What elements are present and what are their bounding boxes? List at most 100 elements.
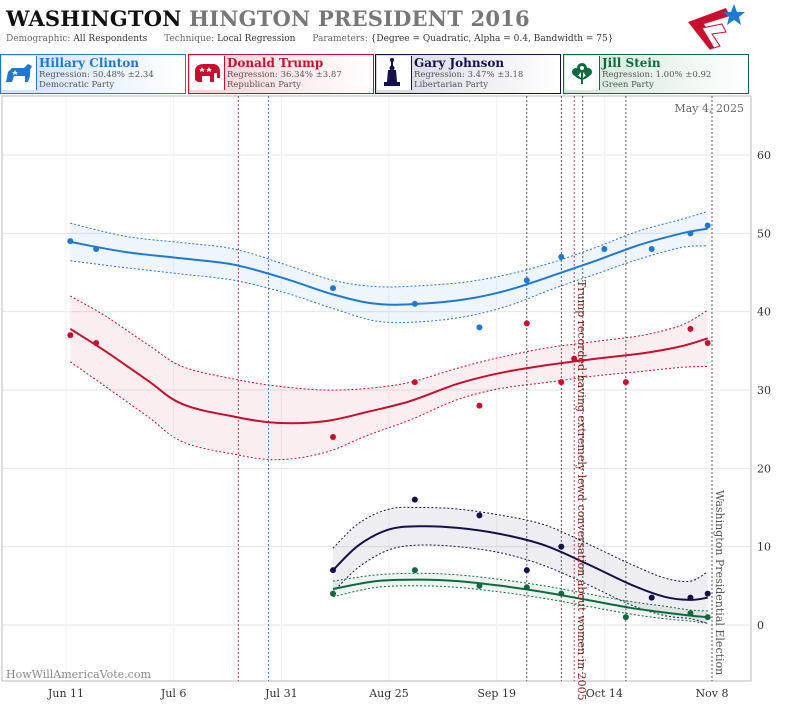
watermark: HowWillAmericaVote.com	[6, 668, 151, 681]
y-tick-label: 10	[757, 541, 771, 554]
y-tick-label: 20	[757, 462, 771, 475]
technique-value: Local Regression	[217, 34, 296, 44]
candidate-legend: Hillary Clinton Regression: 50.48% ±2.34…	[0, 54, 789, 94]
grid-lines	[2, 96, 751, 681]
poll-point	[704, 614, 711, 621]
poll-point	[523, 584, 530, 591]
poll-point	[67, 332, 74, 339]
poll-point	[330, 590, 337, 597]
poll-point	[93, 246, 100, 252]
trend-line	[70, 227, 708, 306]
poll-point	[687, 594, 694, 601]
annotation-label: Trump recorded having extremely lewd con…	[575, 280, 588, 701]
band-upper-line	[332, 572, 708, 612]
poll-point	[523, 277, 530, 284]
poll-point	[558, 379, 565, 386]
poll-point	[476, 582, 483, 589]
annotations: Trump recorded having extremely lewd con…	[575, 280, 726, 701]
poll-point	[330, 567, 337, 574]
poll-point	[687, 230, 694, 237]
poll-point	[476, 512, 483, 519]
y-tick-label: 40	[757, 306, 771, 319]
legend-item-johnson: Gary Johnson Regression: 3.47% ±3.18 Lib…	[375, 54, 561, 94]
poll-point	[704, 222, 711, 229]
x-tick-label: Oct 14	[586, 687, 623, 700]
parameters-label: Parameters:	[312, 34, 368, 44]
poll-point	[411, 379, 418, 386]
parameters-value: {Degree = Quadratic, Alpha = 0.4, Bandwi…	[370, 34, 614, 44]
page-title: WASHINGTON HINGTON PRESIDENT 2016	[6, 6, 530, 31]
poll-point	[622, 379, 629, 386]
band-lower-line	[332, 585, 708, 624]
candidate-party: Green Party	[602, 80, 654, 90]
band-upper-line	[332, 506, 708, 582]
candidate-party: Democratic Party	[39, 80, 115, 90]
demographic-label: Demographic:	[6, 34, 71, 44]
donkey-icon	[2, 56, 37, 90]
candidate-regression: Regression: 36.34% ±3.87	[227, 70, 342, 80]
trend-line	[332, 525, 708, 601]
x-tick-label: Jun 11	[47, 687, 84, 700]
trend-lines	[69, 227, 708, 619]
candidate-name: Jill Stein	[602, 56, 661, 70]
band-lower-line	[70, 245, 708, 324]
band-upper-line	[70, 210, 708, 288]
candidate-regression: Regression: 50.48% ±2.34	[39, 70, 154, 80]
poll-point	[411, 496, 418, 503]
y-tick-label: 50	[757, 227, 771, 240]
poll-point	[411, 300, 418, 307]
candidate-party: Libertarian Party	[414, 80, 489, 90]
poll-point	[330, 434, 337, 440]
poll-point	[704, 340, 711, 346]
trend-line	[69, 328, 708, 425]
title-rest: HINGTON PRESIDENT 2016	[189, 6, 530, 31]
plot-frame	[1, 95, 752, 682]
flower-icon	[565, 56, 600, 90]
star-logo-icon	[688, 4, 745, 50]
annotation-label: Washington Presidential Election	[713, 490, 726, 675]
poll-point	[601, 246, 608, 252]
poll-point	[411, 567, 418, 574]
candidate-regression: Regression: 1.00% ±0.92	[602, 70, 712, 80]
confidence-band	[333, 573, 708, 624]
poll-point	[67, 238, 74, 245]
statue-of-liberty-icon	[377, 56, 412, 90]
poll-point	[476, 402, 483, 409]
poll-point	[622, 614, 629, 621]
poll-point	[648, 594, 655, 601]
candidate-name: Hillary Clinton	[39, 56, 139, 70]
elephant-icon	[190, 56, 225, 90]
poll-point	[571, 355, 578, 362]
legend-item-stein: Jill Stein Regression: 1.00% ±0.92 Green…	[563, 54, 749, 94]
poll-point	[330, 285, 337, 292]
poll-point	[704, 590, 711, 597]
x-tick-label: Jul 6	[160, 687, 187, 700]
candidate-party: Republican Party	[227, 80, 301, 90]
demographic-value: All Respondents	[73, 34, 148, 44]
date-label: May 4, 2025	[674, 102, 744, 115]
poll-point	[687, 325, 694, 332]
x-tick-label: Sep 19	[477, 687, 516, 700]
y-tick-label: 60	[757, 149, 771, 162]
poll-point	[648, 246, 655, 252]
legend-item-clinton: Hillary Clinton Regression: 50.48% ±2.34…	[0, 54, 186, 94]
event-lines	[237, 96, 713, 681]
title-state: WASHINGTON	[6, 6, 182, 31]
trend-line	[332, 578, 708, 619]
y-tick-label: 0	[757, 619, 764, 632]
parameters-line: Demographic: All Respondents Technique: …	[6, 34, 613, 44]
x-tick-label: Jul 31	[264, 687, 298, 700]
confidence-band	[70, 296, 708, 460]
axis-labels: 0 10 20 30 40 50 60 Jun 11 Jul 6 Jul 31 Aug 25 Sep …	[47, 149, 771, 700]
poll-point	[687, 610, 694, 617]
band-lower-line	[332, 544, 708, 624]
candidate-name: Donald Trump	[227, 56, 324, 70]
poll-point	[93, 340, 100, 346]
poll-points	[67, 222, 711, 621]
band-lower-line	[70, 361, 708, 461]
y-tick-label: 30	[757, 384, 771, 397]
poll-point	[558, 543, 565, 550]
poll-point	[523, 567, 530, 574]
technique-label: Technique:	[164, 34, 215, 44]
